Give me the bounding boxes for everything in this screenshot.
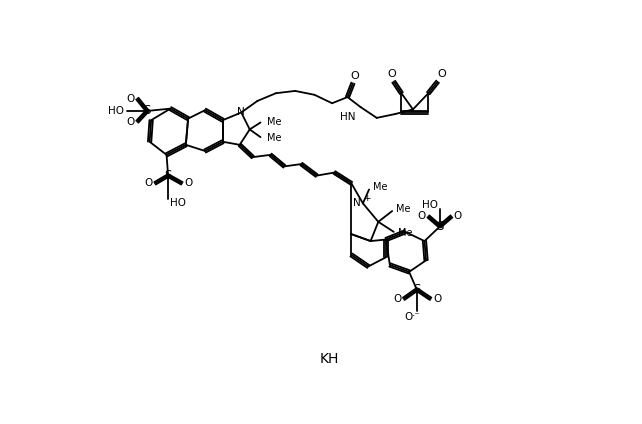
Text: HO: HO: [170, 198, 186, 208]
Text: N: N: [353, 198, 361, 208]
Text: Me: Me: [396, 204, 410, 215]
Text: O: O: [437, 70, 446, 79]
Text: N: N: [238, 107, 245, 117]
Text: HN: HN: [340, 112, 356, 122]
Text: +: +: [363, 194, 370, 203]
Text: O: O: [184, 179, 193, 188]
Text: S: S: [144, 104, 151, 117]
Text: Me: Me: [373, 182, 387, 192]
Text: O: O: [351, 71, 360, 81]
Text: O: O: [454, 212, 462, 221]
Text: O: O: [126, 94, 135, 103]
Text: Me: Me: [266, 133, 281, 143]
Text: O: O: [393, 294, 401, 304]
Text: O: O: [126, 117, 135, 127]
Text: O: O: [433, 294, 441, 304]
Text: S: S: [164, 169, 172, 182]
Text: HO: HO: [108, 106, 124, 116]
Text: Me: Me: [266, 117, 281, 128]
Text: HO: HO: [422, 200, 438, 210]
Text: O: O: [144, 179, 153, 188]
Text: S: S: [413, 283, 421, 296]
Text: O: O: [418, 212, 426, 221]
Text: KH: KH: [319, 352, 339, 366]
Text: O: O: [404, 312, 413, 322]
Text: Me: Me: [397, 229, 412, 238]
Text: ·⁻: ·⁻: [412, 312, 421, 321]
Text: S: S: [436, 220, 444, 233]
Text: O: O: [388, 70, 397, 79]
